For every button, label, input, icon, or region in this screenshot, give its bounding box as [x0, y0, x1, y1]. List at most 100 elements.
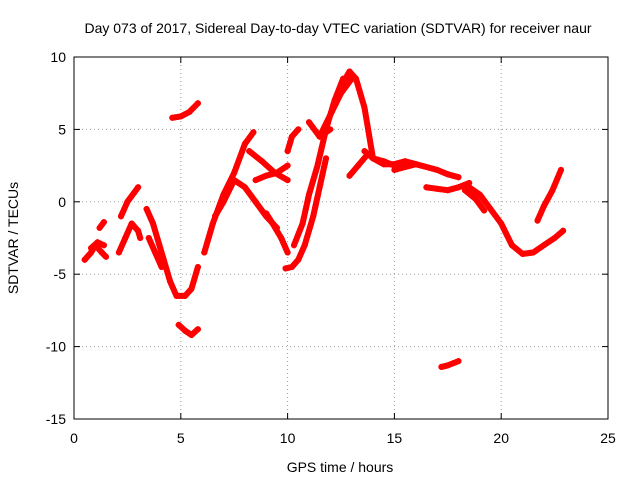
data-point — [438, 363, 445, 370]
data-point — [316, 133, 323, 140]
y-tick-label: 5 — [58, 121, 66, 137]
data-point — [361, 104, 368, 111]
data-point — [288, 264, 295, 270]
data-point — [250, 129, 257, 136]
x-tick-label: 0 — [70, 430, 78, 446]
data-point — [188, 332, 195, 338]
data-series-s6 — [143, 206, 201, 299]
data-point — [299, 220, 306, 227]
data-point — [118, 213, 124, 220]
plot-area — [81, 68, 567, 370]
x-tick-label: 25 — [600, 430, 616, 446]
data-point — [252, 177, 259, 184]
data-series-s16 — [284, 126, 302, 155]
data-point — [444, 171, 451, 178]
data-series-s15 — [282, 155, 329, 272]
x-tick-label: 10 — [280, 430, 296, 446]
data-series-s25 — [423, 180, 473, 194]
plot-frame — [73, 56, 609, 420]
data-point — [94, 239, 101, 246]
y-tick-label: -5 — [54, 266, 67, 282]
data-point — [201, 249, 208, 256]
data-point — [530, 249, 537, 256]
data-point — [284, 177, 291, 184]
data-point — [487, 206, 494, 212]
data-point — [306, 191, 312, 198]
data-series-s3 — [96, 219, 107, 231]
data-point — [135, 184, 142, 191]
data-point — [284, 148, 291, 155]
data-point — [88, 245, 95, 252]
data-point — [560, 227, 567, 234]
data-point — [128, 220, 135, 227]
data-point — [423, 164, 430, 170]
data-point — [301, 242, 308, 249]
data-point — [145, 235, 152, 241]
data-point — [100, 242, 107, 249]
data-point — [476, 191, 483, 198]
data-point — [98, 249, 105, 256]
x-tick-label: 5 — [177, 430, 185, 446]
data-point — [182, 292, 189, 299]
data-point — [316, 184, 323, 191]
data-point — [338, 90, 344, 97]
data-point — [455, 184, 462, 191]
data-point — [263, 172, 270, 179]
data-point — [391, 161, 398, 168]
data-point — [150, 220, 156, 227]
data-point — [380, 161, 387, 168]
data-series-s2 — [88, 239, 107, 252]
data-point — [402, 164, 409, 170]
x-axis-label: GPS time / hours — [287, 459, 394, 475]
data-point — [327, 126, 334, 133]
y-tick-label: -15 — [46, 411, 66, 427]
data-point — [412, 161, 419, 168]
data-point — [96, 224, 103, 231]
data-series-s24 — [391, 161, 419, 173]
data-point — [167, 278, 174, 285]
data-point — [508, 242, 515, 249]
y-tick-label: 0 — [58, 194, 66, 210]
data-point — [231, 169, 238, 176]
data-point — [472, 195, 479, 202]
data-point — [551, 235, 558, 241]
data-series-s21 — [306, 119, 334, 140]
data-point — [338, 83, 344, 89]
data-point — [391, 166, 398, 173]
data-point — [169, 114, 176, 121]
data-series-s26 — [466, 184, 567, 257]
data-point — [466, 180, 473, 186]
data-series-s13 — [252, 162, 291, 184]
data-series-s10 — [201, 129, 257, 256]
data-series-s12 — [246, 148, 291, 184]
data-point — [81, 256, 88, 263]
data-point — [259, 158, 265, 165]
data-point — [273, 169, 280, 176]
data-point — [534, 217, 541, 224]
data-point — [402, 158, 409, 165]
series-trace — [175, 321, 201, 338]
data-point — [327, 111, 334, 118]
data-point — [212, 213, 218, 220]
data-point — [310, 213, 317, 220]
data-point — [194, 264, 201, 270]
x-tick-label: 20 — [493, 430, 509, 446]
data-point — [455, 174, 462, 181]
data-point — [246, 148, 253, 155]
data-point — [177, 113, 184, 120]
data-point — [158, 264, 165, 270]
data-point — [152, 249, 159, 256]
y-axis-label: SDTVAR / TECUs — [5, 182, 21, 294]
data-point — [269, 220, 276, 227]
data-point — [252, 198, 259, 205]
data-point — [186, 109, 193, 115]
data-point — [306, 119, 312, 126]
data-point — [188, 285, 195, 292]
data-point — [444, 187, 451, 194]
data-point — [461, 187, 468, 194]
y-tick-label: -10 — [46, 339, 66, 355]
data-point — [137, 235, 144, 241]
data-point — [282, 265, 289, 272]
